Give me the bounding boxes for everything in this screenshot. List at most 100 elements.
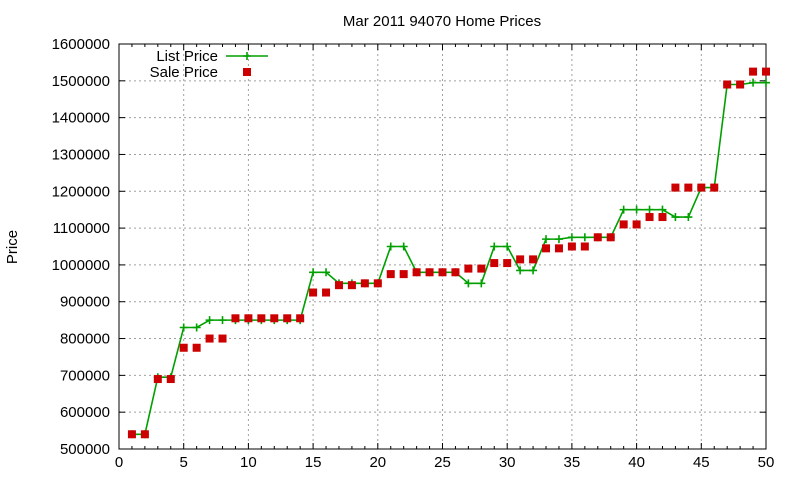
sale-price-point [257, 314, 266, 323]
sale-price-point [334, 281, 343, 290]
sale-price-point [580, 242, 589, 251]
x-tick-label: 10 [240, 454, 257, 471]
list-price-point [192, 323, 201, 332]
x-tick-label: 50 [758, 454, 775, 471]
list-price-point [554, 235, 563, 244]
sale-price-point [762, 67, 770, 76]
sale-price-point [373, 279, 382, 288]
sale-price-point [554, 244, 563, 253]
y-tick-label: 1500000 [52, 73, 110, 90]
sale-price-point [179, 343, 188, 352]
legend-key-marker [243, 68, 251, 76]
sale-price-point [412, 268, 421, 277]
sale-price-point [153, 375, 162, 384]
sale-price-point [606, 233, 615, 242]
grid-layer [119, 44, 766, 449]
sale-price-point [425, 268, 434, 277]
list-price-point [477, 279, 486, 288]
list-price-point [399, 242, 408, 251]
list-price-point [645, 205, 654, 214]
sale-price-point [283, 314, 292, 323]
list-price-point [658, 205, 667, 214]
list-price-point [322, 268, 331, 277]
sale-price-point [671, 183, 680, 192]
legend-label: List Price [156, 48, 218, 65]
sale-price-point [451, 268, 460, 277]
list-price-point [503, 242, 512, 251]
legend-key-marker [243, 52, 251, 60]
sale-price-point [244, 314, 253, 323]
y-tick-label: 1300000 [52, 146, 110, 163]
y-axis-label: Price [4, 230, 21, 264]
sale-price-point [464, 264, 473, 273]
sale-price-point [632, 220, 641, 229]
sale-price-point [710, 183, 719, 192]
sale-price-point [127, 430, 136, 439]
x-tick-label: 5 [180, 454, 188, 471]
list-price-point [386, 242, 395, 251]
x-tick-label: 15 [305, 454, 322, 471]
y-tick-label: 700000 [60, 367, 110, 384]
list-price-point [567, 233, 576, 242]
list-price-point [309, 268, 318, 277]
y-tick-label: 500000 [60, 441, 110, 458]
list-price-line [131, 81, 766, 436]
list-price-point [516, 266, 525, 275]
list-price-point [179, 323, 188, 332]
list-price-point [580, 233, 589, 242]
sale-price-point [529, 255, 538, 264]
sale-price-point [192, 343, 201, 352]
x-tick-label: 30 [499, 454, 516, 471]
sale-price-point [516, 255, 525, 264]
sale-price-point [166, 375, 175, 384]
x-tick-label: 0 [115, 454, 123, 471]
series-layer [127, 67, 770, 439]
sale-price-point [542, 244, 551, 253]
sale-price-point [567, 242, 576, 251]
list-price-point [762, 78, 770, 87]
sale-price-point [438, 268, 447, 277]
list-price-point [684, 213, 693, 222]
y-tick-label: 1400000 [52, 110, 110, 127]
list-price-point [619, 205, 628, 214]
sale-price-point [684, 183, 693, 192]
sale-price-point [270, 314, 279, 323]
list-price-point [632, 205, 641, 214]
sale-price-point [205, 334, 214, 343]
sale-price-point [386, 270, 395, 279]
sale-price-point [347, 281, 356, 290]
sale-price-point [360, 279, 369, 288]
sale-price-point [619, 220, 628, 229]
sale-price-point [309, 288, 318, 297]
sale-price-point [399, 270, 408, 279]
y-tick-label: 600000 [60, 404, 110, 421]
sale-price-point [322, 288, 331, 297]
y-tick-label: 900000 [60, 294, 110, 311]
sale-price-point [231, 314, 240, 323]
x-tick-label: 20 [369, 454, 386, 471]
chart-title: Mar 2011 94070 Home Prices [343, 13, 541, 30]
list-price-point [671, 213, 680, 222]
legend-label: Sale Price [150, 64, 218, 81]
list-price-point [529, 266, 538, 275]
list-price-point [218, 316, 227, 325]
sale-price-point [697, 183, 706, 192]
list-price-point [205, 316, 214, 325]
x-tick-label: 25 [434, 454, 451, 471]
sale-price-point [736, 80, 745, 89]
x-tick-label: 35 [564, 454, 581, 471]
sale-price-point [723, 80, 732, 89]
sale-price-point [218, 334, 227, 343]
sale-price-point [490, 259, 499, 268]
y-tick-label: 800000 [60, 331, 110, 348]
sale-price-point [477, 264, 486, 273]
ticks-layer: 0 5 10 15 20 25 30 35 40 45 50 500000 600000 700000 80… [52, 36, 775, 471]
y-tick-label: 1200000 [52, 183, 110, 200]
y-tick-label: 1100000 [53, 220, 110, 237]
sale-price-point [140, 430, 149, 439]
sale-price-point [503, 259, 512, 268]
sale-price-point [658, 213, 667, 222]
list-price-point [464, 279, 473, 288]
